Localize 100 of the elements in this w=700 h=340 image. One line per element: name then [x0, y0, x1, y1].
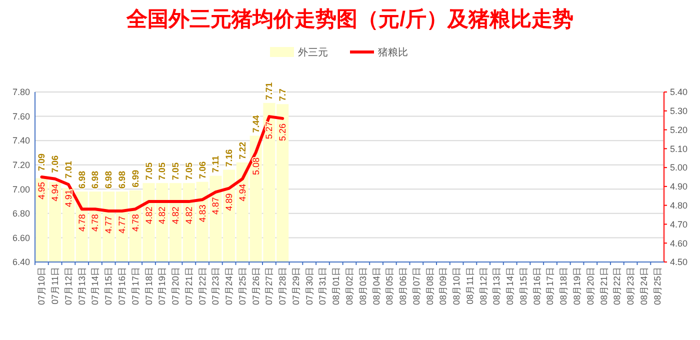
- data-label: 4.94: [50, 184, 60, 202]
- data-label: 7.05: [157, 162, 168, 180]
- data-label: 6.99: [130, 170, 140, 188]
- legend-label: 外三元: [298, 48, 328, 58]
- x-tick-label: 08月07日: [411, 267, 422, 306]
- data-label: 4.78: [90, 214, 100, 232]
- x-tick-label: 08月11日: [464, 267, 475, 304]
- y-tick-label: 7.80: [12, 87, 30, 98]
- x-tick-label: 07月12日: [63, 267, 74, 306]
- x-tick-label: 07月21日: [184, 267, 194, 306]
- data-label: 7.16: [224, 149, 234, 167]
- x-tick-label: 08月01日: [331, 267, 342, 306]
- data-label: 6.98: [116, 171, 127, 189]
- y2-tick-label: 5.10: [670, 144, 688, 154]
- x-tick-label: 08月17日: [545, 267, 556, 306]
- data-label: 4.89: [224, 193, 234, 211]
- y-tick-label: 6.40: [12, 257, 30, 268]
- data-label: 4.82: [184, 206, 194, 224]
- x-tick-label: 07月26日: [250, 267, 261, 306]
- data-label: 6.98: [90, 171, 100, 189]
- data-label: 7.22: [237, 142, 248, 160]
- data-label: 4.77: [104, 216, 114, 234]
- data-label: 4.78: [76, 214, 87, 232]
- x-tick-label: 08月21日: [598, 267, 609, 306]
- x-tick-label: 08月02日: [344, 267, 354, 306]
- x-tick-label: 07月19日: [157, 267, 168, 306]
- data-label: 4.82: [170, 206, 181, 224]
- x-tick-label: 08月03日: [358, 267, 368, 306]
- x-tick-label: 07月18日: [144, 267, 154, 306]
- x-tick-label: 07月20日: [170, 267, 181, 306]
- x-tick-label: 07月31日: [318, 267, 328, 306]
- x-tick-label: 07月29日: [290, 267, 301, 306]
- data-label: 6.98: [104, 171, 114, 189]
- y2-tick-label: 4.80: [670, 200, 688, 210]
- x-tick-label: 08月13日: [492, 267, 502, 306]
- y2-tick-label: 5.00: [670, 162, 688, 173]
- y2-tick-label: 5.20: [670, 124, 688, 135]
- data-label: 7.01: [63, 161, 74, 179]
- data-label: 7.05: [144, 162, 154, 180]
- x-tick-label: 08月16日: [532, 267, 542, 306]
- chart-title: 全国外三元猪均价走势图（元/斤）及猪粮比走势: [126, 7, 574, 31]
- x-tick-label: 08月12日: [478, 267, 488, 306]
- data-label: 4.94: [237, 184, 248, 202]
- x-tick-label: 07月23日: [210, 267, 221, 306]
- data-label: 6.98: [76, 171, 87, 189]
- x-tick-label: 08月14日: [505, 267, 516, 306]
- data-label: 7.06: [197, 161, 208, 179]
- x-tick-label: 08月09日: [438, 267, 448, 306]
- x-tick-label: 07月24日: [224, 267, 234, 306]
- x-tick-label: 07月15日: [104, 267, 114, 306]
- data-label: 5.27: [264, 122, 274, 140]
- y2-tick-label: 4.90: [670, 182, 688, 192]
- data-label: 4.82: [157, 206, 168, 224]
- x-tick-label: 07月28日: [278, 267, 288, 306]
- data-label: 4.87: [210, 197, 221, 215]
- y2-tick-label: 4.70: [670, 219, 688, 230]
- x-tick-label: 08月15日: [518, 267, 528, 306]
- x-tick-label: 08月18日: [558, 267, 569, 306]
- data-label: 4.78: [130, 214, 140, 232]
- x-tick-label: 07月13日: [76, 267, 87, 306]
- x-tick-label: 08月22日: [612, 267, 622, 306]
- x-tick-label: 08月19日: [572, 267, 582, 306]
- x-tick-label: 07月30日: [304, 267, 314, 306]
- y-tick-label: 6.80: [12, 208, 30, 219]
- data-label: 4.82: [144, 206, 154, 224]
- data-label: 4.95: [36, 182, 47, 200]
- data-label: 7.06: [50, 155, 60, 173]
- data-label: 7.05: [170, 162, 181, 180]
- y-tick-label: 7.60: [12, 111, 30, 122]
- data-label: 7.05: [184, 162, 194, 180]
- data-label: 7.7: [278, 88, 288, 102]
- y-tick-label: 7.20: [12, 160, 30, 170]
- x-tick-label: 08月23日: [626, 267, 636, 306]
- y2-tick-label: 5.40: [670, 87, 688, 98]
- x-tick-label: 07月17日: [130, 267, 140, 306]
- y-tick-label: 6.60: [12, 232, 30, 243]
- x-tick-label: 08月24日: [638, 267, 649, 306]
- y2-tick-label: 4.60: [670, 238, 688, 248]
- y-tick-label: 7.00: [12, 184, 30, 194]
- x-tick-label: 07月10日: [36, 267, 47, 306]
- x-tick-label: 08月04日: [371, 267, 382, 306]
- x-tick-label: 07月11日: [50, 267, 60, 304]
- y2-tick-label: 5.30: [670, 106, 688, 116]
- data-label: 7.71: [264, 82, 274, 100]
- x-tick-label: 08月10日: [452, 267, 462, 306]
- legend-label: 猪粮比: [378, 46, 408, 58]
- x-tick-label: 08月25日: [652, 267, 662, 306]
- data-label: 7.11: [210, 156, 221, 173]
- x-tick-label: 07月16日: [116, 267, 127, 306]
- data-label: 4.77: [116, 216, 127, 234]
- data-label: 4.83: [197, 204, 208, 222]
- x-tick-label: 07月27日: [264, 267, 274, 306]
- x-tick-label: 08月20日: [585, 267, 596, 306]
- x-tick-label: 07月25日: [237, 267, 248, 306]
- data-label: 5.26: [278, 123, 288, 141]
- x-tick-label: 08月05日: [384, 267, 395, 306]
- y-tick-label: 7.40: [12, 136, 30, 146]
- data-label: 7.44: [250, 115, 261, 133]
- y2-tick-label: 4.50: [670, 257, 688, 268]
- x-tick-label: 07月22日: [197, 267, 208, 306]
